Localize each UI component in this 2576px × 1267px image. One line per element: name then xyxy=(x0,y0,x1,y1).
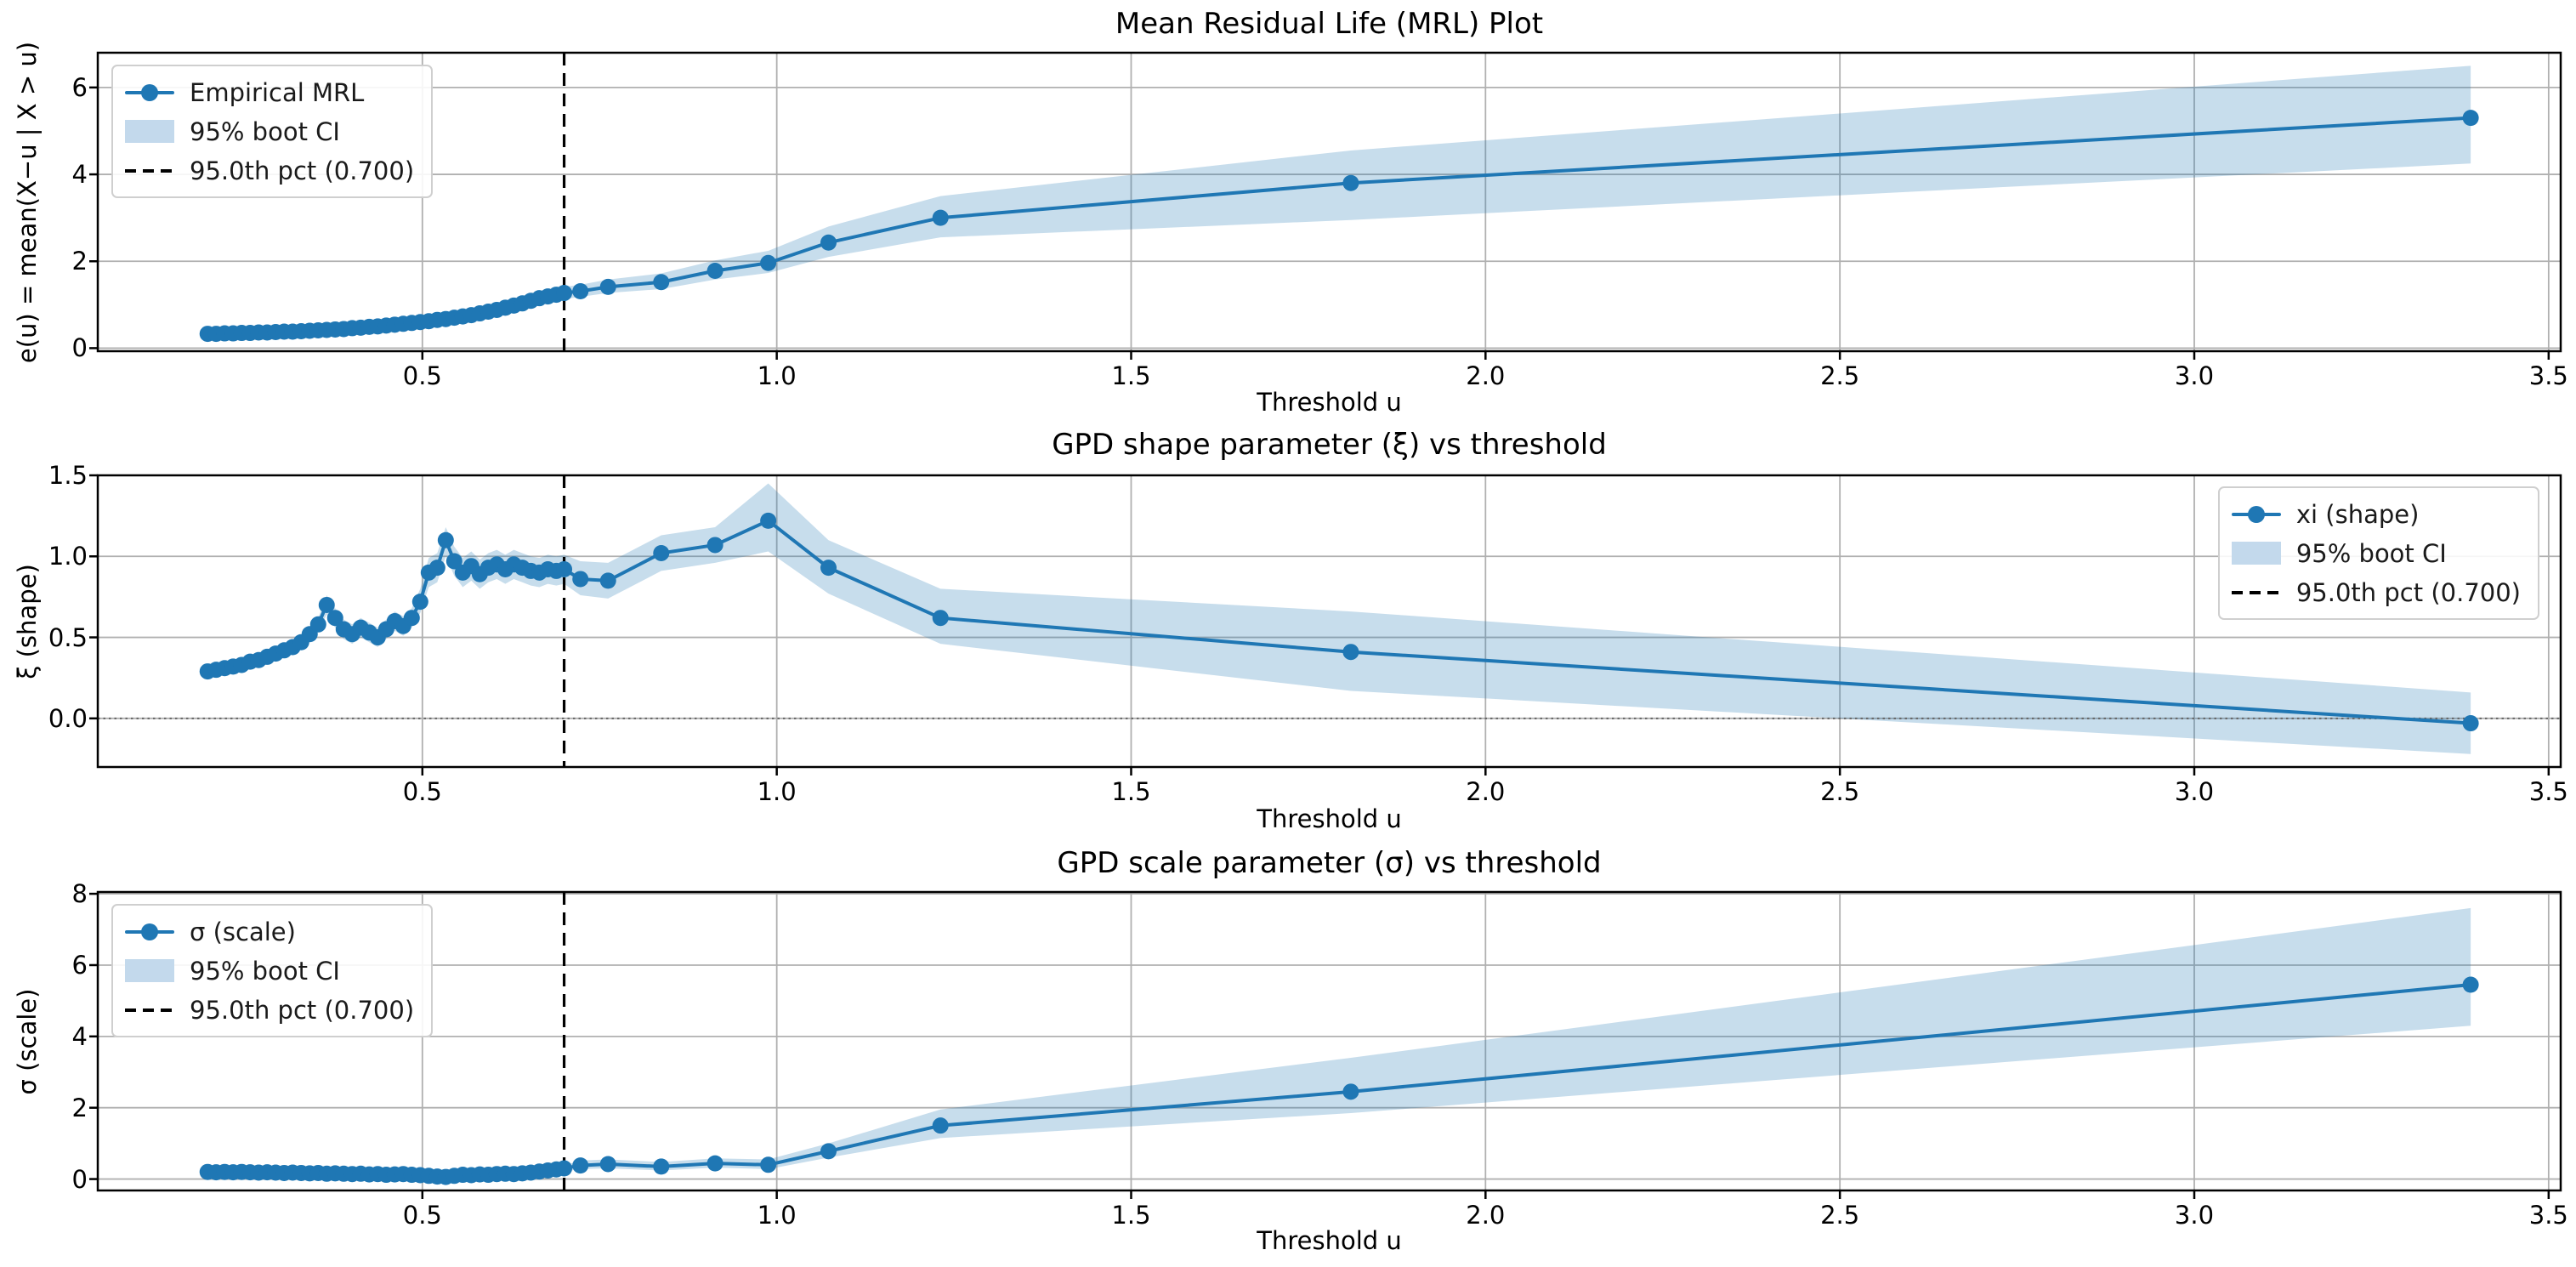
x-tick-label: 3.0 xyxy=(2174,361,2215,390)
x-tick-label: 2.5 xyxy=(1820,777,1860,806)
legend-item-series: σ (scale) xyxy=(125,916,414,947)
x-tick-label: 1.5 xyxy=(1111,777,1151,806)
y-tick-label: 1.0 xyxy=(48,542,88,571)
y-tick-label: 4 xyxy=(71,160,88,190)
subplot-2 xyxy=(89,890,2562,1199)
legend-mrl: Empirical MRL 95% boot CI 95.0th pct (0.… xyxy=(111,65,434,198)
gridlines xyxy=(98,892,2561,1190)
x-tick-label: 0.5 xyxy=(402,777,442,806)
legend-scale: σ (scale) 95% boot CI 95.0th pct (0.700) xyxy=(111,904,434,1037)
x-tick-label: 1.0 xyxy=(757,1201,797,1230)
legend-label: 95% boot CI xyxy=(190,956,340,986)
x-tick-label: 3.0 xyxy=(2174,1201,2215,1230)
y-tick-label: 8 xyxy=(71,879,88,909)
series-markers xyxy=(199,512,2479,732)
ci-band xyxy=(207,483,2471,754)
legend-item-band: 95% boot CI xyxy=(125,116,414,147)
legend-item-band: 95% boot CI xyxy=(125,955,414,986)
x-tick-label: 3.0 xyxy=(2174,777,2215,806)
x-tick-label: 1.0 xyxy=(757,361,797,390)
y-tick-label: 0 xyxy=(71,333,88,363)
legend-label: 95.0th pct (0.700) xyxy=(2295,577,2521,607)
legend-item-vline: 95.0th pct (0.700) xyxy=(2231,577,2521,608)
y-tick-label: 4 xyxy=(71,1021,88,1051)
ci-band-swatch-icon xyxy=(125,959,174,982)
subplot-0 xyxy=(89,51,2562,360)
x-tick-label: 3.5 xyxy=(2528,777,2568,806)
x-axis-label-scale: Threshold u xyxy=(1257,1226,1402,1255)
axes-spines xyxy=(96,51,2562,353)
y-tick-label: 0.0 xyxy=(48,703,88,733)
y-tick-label: 6 xyxy=(71,950,88,980)
x-axis-label-mrl: Threshold u xyxy=(1257,388,1402,417)
tick-marks xyxy=(89,86,2550,360)
x-tick-label: 2.5 xyxy=(1820,361,1860,390)
legend-label: 95.0th pct (0.700) xyxy=(190,995,415,1025)
legend-label: 95.0th pct (0.700) xyxy=(190,156,415,185)
x-tick-label: 0.5 xyxy=(402,1201,442,1230)
x-tick-label: 1.5 xyxy=(1111,361,1151,390)
tick-marks xyxy=(89,892,2550,1199)
dashed-line-swatch-icon xyxy=(2231,590,2281,595)
legend-shape: xi (shape) 95% boot CI 95.0th pct (0.700… xyxy=(2217,486,2539,620)
dashed-line-swatch-icon xyxy=(125,168,174,173)
subplot-1 xyxy=(89,474,2562,776)
y-tick-label: 0 xyxy=(71,1164,88,1194)
gridlines xyxy=(98,53,2561,351)
legend-label: 95% boot CI xyxy=(190,116,340,146)
x-tick-label: 1.5 xyxy=(1111,1201,1151,1230)
plot-title-shape: GPD shape parameter (ξ) vs threshold xyxy=(1052,428,1607,462)
legend-label: σ (scale) xyxy=(190,917,296,946)
tick-marks xyxy=(89,474,2550,776)
x-axis-label-shape: Threshold u xyxy=(1257,804,1402,833)
legend-item-vline: 95.0th pct (0.700) xyxy=(125,155,414,186)
line-marker-swatch-icon xyxy=(125,923,174,940)
ci-band xyxy=(207,907,2471,1179)
legend-item-band: 95% boot CI xyxy=(2231,537,2521,569)
legend-item-series: Empirical MRL xyxy=(125,77,414,108)
ci-band-swatch-icon xyxy=(125,120,174,143)
x-tick-label: 2.0 xyxy=(1466,361,1506,390)
line-marker-swatch-icon xyxy=(2231,505,2281,523)
line-marker-swatch-icon xyxy=(125,83,174,101)
y-tick-label: 2 xyxy=(71,1093,88,1122)
legend-item-vline: 95.0th pct (0.700) xyxy=(125,994,414,1026)
y-tick-label: 0.5 xyxy=(48,622,88,652)
legend-label: Empirical MRL xyxy=(190,77,365,107)
x-tick-label: 3.5 xyxy=(2528,361,2568,390)
y-tick-label: 6 xyxy=(71,72,88,102)
x-tick-label: 3.5 xyxy=(2528,1201,2568,1230)
y-tick-label: 1.5 xyxy=(48,461,88,490)
x-tick-label: 0.5 xyxy=(402,361,442,390)
legend-item-series: xi (shape) xyxy=(2231,498,2521,530)
series-markers xyxy=(199,110,2479,343)
x-tick-label: 1.0 xyxy=(757,777,797,806)
y-tick-label: 2 xyxy=(71,247,88,276)
x-tick-label: 2.0 xyxy=(1466,777,1506,806)
plot-title-scale: GPD scale parameter (σ) vs threshold xyxy=(1057,846,1602,880)
series-markers xyxy=(199,976,2479,1185)
legend-label: xi (shape) xyxy=(2295,499,2420,529)
legend-label: 95% boot CI xyxy=(2295,538,2447,568)
dashed-line-swatch-icon xyxy=(125,1008,174,1013)
axes-spines xyxy=(96,890,2562,1192)
x-tick-label: 2.5 xyxy=(1820,1201,1860,1230)
x-tick-label: 2.0 xyxy=(1466,1201,1506,1230)
ci-band-swatch-icon xyxy=(2231,542,2281,565)
plot-title-mrl: Mean Residual Life (MRL) Plot xyxy=(1115,7,1544,41)
axes-spines xyxy=(96,474,2562,769)
